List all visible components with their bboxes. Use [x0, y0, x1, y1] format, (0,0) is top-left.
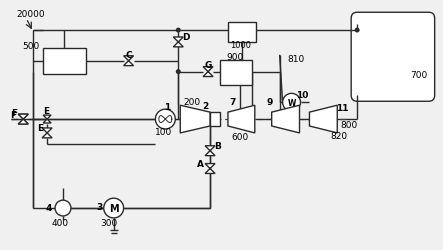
Text: B: B: [214, 142, 222, 151]
Circle shape: [283, 94, 300, 112]
FancyBboxPatch shape: [351, 13, 435, 102]
Text: C: C: [125, 51, 132, 60]
Polygon shape: [43, 116, 51, 124]
Circle shape: [155, 110, 175, 130]
Polygon shape: [310, 106, 337, 133]
Text: F: F: [10, 110, 16, 119]
Text: E: E: [37, 124, 43, 133]
Text: 20000: 20000: [16, 10, 45, 19]
Text: M: M: [109, 203, 118, 213]
Text: G: G: [204, 61, 212, 70]
Text: 3: 3: [97, 202, 103, 211]
Polygon shape: [205, 164, 215, 174]
Polygon shape: [180, 106, 210, 133]
Text: 900: 900: [226, 53, 244, 62]
Bar: [220, 60, 252, 86]
Text: 600: 600: [231, 133, 249, 142]
Text: 2: 2: [202, 101, 208, 110]
Polygon shape: [18, 115, 28, 124]
Circle shape: [176, 28, 181, 34]
Text: 11: 11: [336, 103, 349, 112]
Bar: [210, 113, 220, 126]
Text: D: D: [183, 33, 190, 42]
Text: 100: 100: [155, 128, 173, 137]
Circle shape: [355, 28, 360, 34]
Text: 10: 10: [296, 90, 309, 100]
Text: E: E: [43, 106, 49, 115]
Text: 700: 700: [410, 71, 427, 80]
Circle shape: [55, 200, 71, 216]
Text: 1000: 1000: [230, 41, 251, 50]
Text: 500: 500: [22, 42, 39, 51]
Text: 800: 800: [341, 120, 358, 129]
Polygon shape: [205, 146, 215, 156]
Text: 7: 7: [230, 97, 236, 106]
Text: 400: 400: [51, 218, 69, 228]
Bar: [43, 49, 86, 74]
Polygon shape: [18, 115, 28, 124]
Text: 300: 300: [100, 218, 117, 228]
Polygon shape: [228, 106, 255, 133]
Text: 4: 4: [46, 203, 52, 212]
Polygon shape: [272, 106, 299, 133]
Text: 810: 810: [288, 55, 305, 64]
Polygon shape: [203, 68, 213, 77]
Text: 820: 820: [330, 132, 348, 141]
Polygon shape: [173, 38, 183, 48]
Text: W: W: [288, 98, 296, 107]
Bar: [228, 23, 256, 43]
Text: 200: 200: [183, 97, 201, 106]
Polygon shape: [42, 128, 52, 138]
Text: F: F: [11, 108, 17, 117]
Text: A: A: [197, 160, 204, 168]
Circle shape: [176, 70, 181, 75]
Circle shape: [104, 198, 124, 218]
Text: 1: 1: [164, 102, 171, 111]
Text: 9: 9: [267, 97, 273, 106]
Polygon shape: [124, 56, 133, 66]
